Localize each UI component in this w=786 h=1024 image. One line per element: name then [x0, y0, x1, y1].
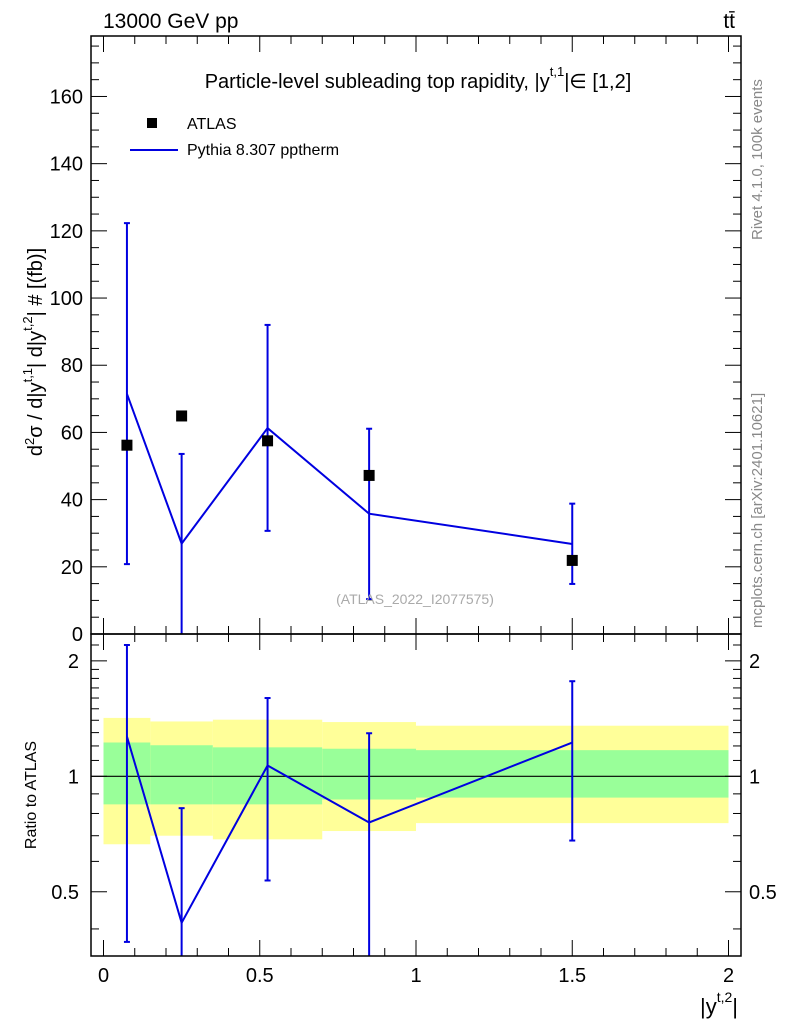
process-label: tt̄	[723, 10, 735, 33]
atlas-data-point	[262, 435, 274, 447]
x-tick-label: 2	[723, 965, 734, 987]
ratio-y-tick-label-right: 2	[749, 651, 760, 673]
analysis-watermark: (ATLAS_2022_I2077575)	[336, 591, 494, 607]
ratio-y-tick-label: 0.5	[51, 882, 79, 904]
mcplots-label: mcplots.cern.ch [arXiv:2401.10621]	[749, 393, 766, 628]
energy-label: 13000 GeV pp	[103, 10, 238, 33]
main-y-axis-label: d2σ / d|yt,1| d|yt,2| # [(fb)]	[20, 248, 47, 456]
ratio-y-tick-label: 2	[68, 651, 79, 673]
ratio-uncertainty-bands	[91, 717, 741, 845]
x-tick-label: 1	[410, 965, 421, 987]
main-x-ticks	[103, 36, 729, 634]
main-y-ticks: 0 20 40 60 80 100 120 140 160	[50, 45, 741, 646]
atlas-data-point	[121, 439, 133, 451]
chart-title: Particle-level subleading top rapidity, …	[205, 64, 632, 93]
main-y-tick-label: 140	[50, 154, 83, 176]
x-axis-label: |yt,2|	[700, 989, 738, 1019]
stat-uncertainty-band	[150, 745, 213, 805]
main-y-tick-label: 100	[50, 288, 83, 310]
main-y-tick-label: 60	[61, 422, 83, 444]
legend-atlas-label: ATLAS	[187, 116, 237, 133]
ratio-y-axis-label: Ratio to ATLAS	[23, 741, 40, 849]
ratio-x-ticks: 0 0.5 1 1.5 2	[98, 634, 734, 987]
main-y-tick-label: 80	[61, 355, 83, 377]
ratio-y-tick-label-right: 1	[749, 766, 760, 788]
legend: ATLAS Pythia 8.307 pptherm	[130, 116, 339, 159]
ratio-y-ticks: 0.5 0.5 1 1 2 2	[51, 644, 777, 930]
pythia-line	[125, 393, 573, 546]
ratio-frame	[90, 633, 742, 957]
main-y-tick-label: 120	[50, 221, 83, 243]
ratio-y-tick-label: 1	[68, 766, 79, 788]
x-tick-label: 1.5	[558, 965, 586, 987]
main-y-tick-label: 20	[61, 557, 83, 579]
ratio-panel: 0.5 0.5 1 1 2 2 0 0.5 1 1.5 2 Ratio to ATLAS |yt,…	[23, 633, 777, 1019]
ratio-plot-area	[123, 643, 576, 956]
main-y-tick-label: 0	[72, 624, 83, 646]
main-plot-area	[121, 222, 578, 634]
atlas-data-point	[566, 554, 578, 566]
rivet-version-label: Rivet 4.1.0, 100k events	[749, 79, 766, 240]
x-tick-label: 0	[98, 965, 109, 987]
ratio-line	[125, 736, 573, 926]
x-tick-label: 0.5	[246, 965, 274, 987]
atlas-data-point	[176, 410, 188, 422]
atlas-data-point	[363, 469, 375, 481]
main-y-tick-label: 40	[61, 490, 83, 512]
ratio-y-tick-label-right: 0.5	[749, 882, 777, 904]
legend-atlas-marker	[147, 118, 157, 128]
main-y-tick-label: 160	[50, 86, 83, 108]
legend-pythia-label: Pythia 8.307 pptherm	[187, 142, 339, 159]
main-panel: 0 20 40 60 80 100 120 140 160 Particle-level sub…	[20, 35, 742, 646]
